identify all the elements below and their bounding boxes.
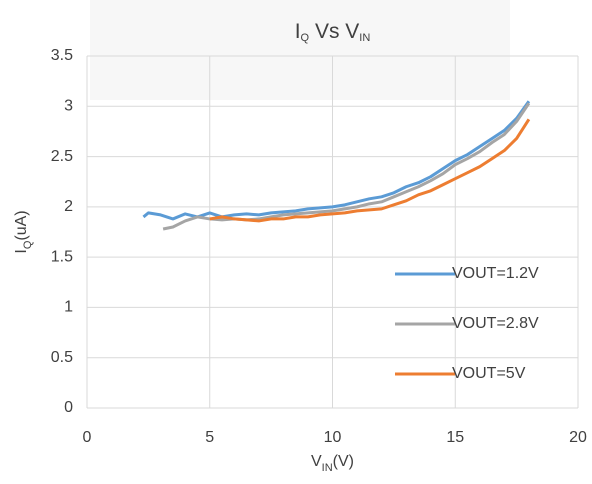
x-tick-label: 0	[83, 429, 92, 446]
chart-title-part: Vs V	[309, 20, 359, 43]
y-tick-label: 2.5	[51, 148, 73, 165]
y-axis-label-part: (uA)	[13, 210, 30, 240]
y-tick-label: 3	[64, 98, 73, 115]
legend-label: VOUT=5V	[452, 365, 526, 382]
y-tick-label: 0.5	[51, 349, 73, 366]
y-axis-label-part: Q	[22, 240, 34, 249]
line	[162, 102, 531, 231]
chart-title-part: IN	[359, 32, 370, 44]
y-tick-label: 1	[64, 299, 73, 316]
y-tick-label: 3.5	[51, 47, 73, 64]
line	[209, 118, 531, 223]
x-tick-label: 20	[569, 429, 587, 446]
legend-label: VOUT=2.8V	[452, 315, 539, 332]
y-tick-label: 1.5	[51, 248, 73, 265]
x-tick-label: 15	[446, 429, 464, 446]
chart-title: IQ Vs VIN	[295, 20, 371, 44]
x-axis-label-part: IN	[322, 462, 333, 474]
x-axis-label: VIN(V)	[311, 453, 354, 474]
y-axis-label-part: I	[13, 249, 30, 253]
y-axis-label: IQ(uA)	[13, 210, 34, 253]
x-axis-label-part: V	[311, 453, 322, 470]
chart-title-part: Q	[301, 32, 310, 44]
x-axis-label-part: (V)	[333, 453, 354, 470]
y-tick-label: 0	[64, 399, 73, 416]
chart-title-part: I	[295, 20, 301, 43]
watermark	[90, 0, 510, 100]
legend-label: VOUT=1.2V	[452, 265, 539, 282]
x-tick-label: 10	[324, 429, 342, 446]
y-tick-label: 2	[64, 198, 73, 215]
line	[142, 100, 531, 221]
x-tick-label: 5	[205, 429, 214, 446]
